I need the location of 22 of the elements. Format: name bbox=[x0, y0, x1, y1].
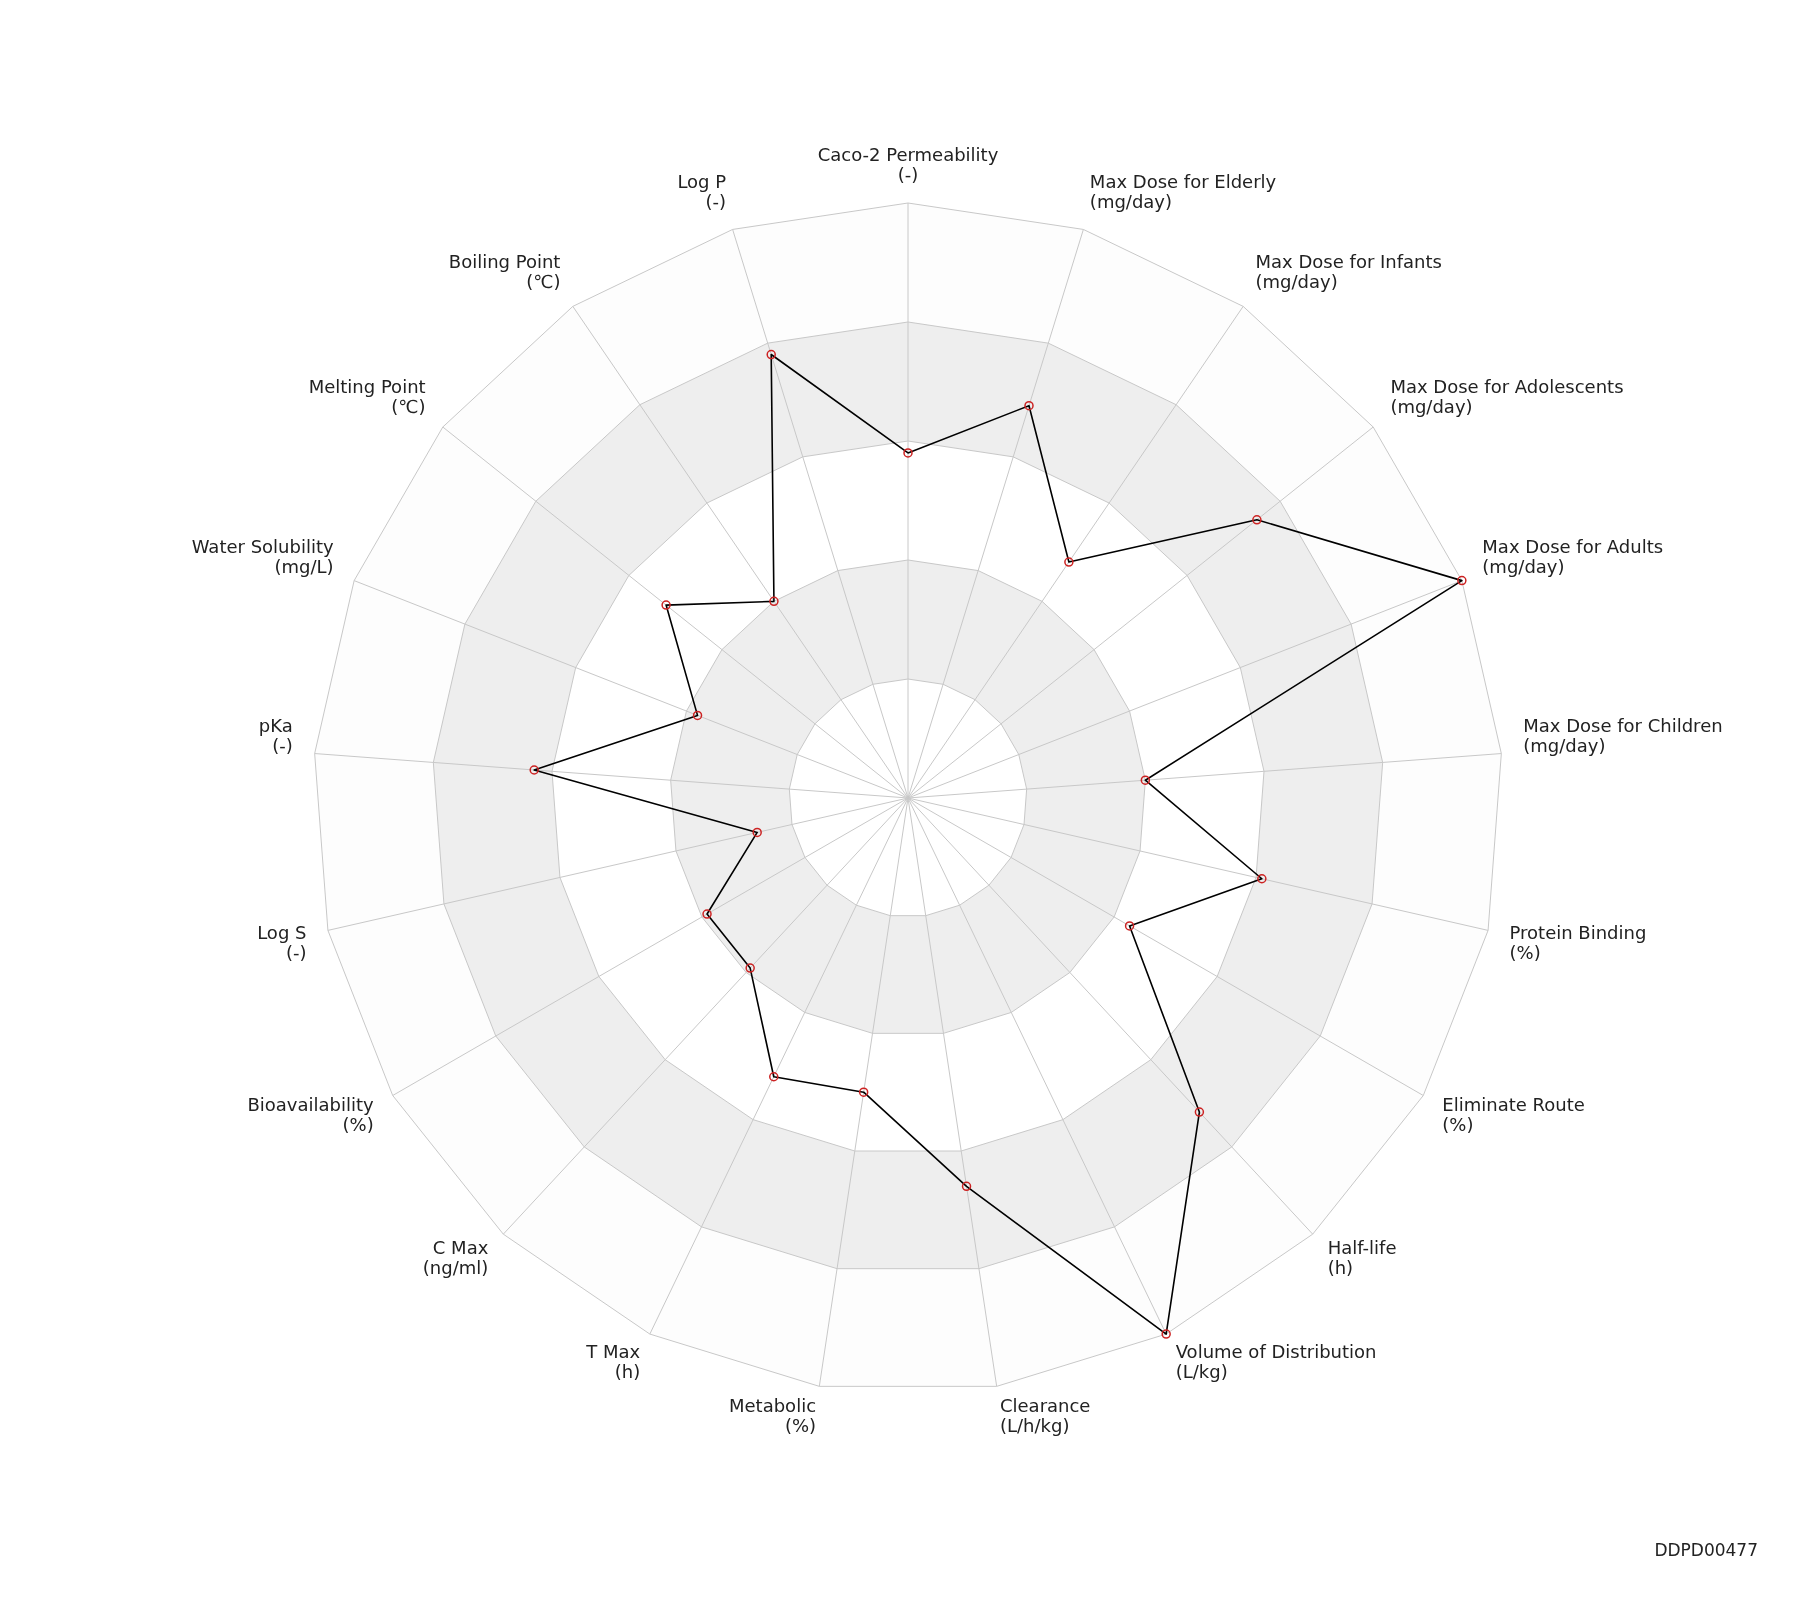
spoke-label: Max Dose for Infants (mg/day) bbox=[1255, 251, 1442, 293]
spoke-label: Log P (-) bbox=[677, 171, 727, 213]
spoke-label: Metabolic (%) bbox=[729, 1395, 817, 1437]
spoke-label: Boiling Point (℃) bbox=[448, 251, 561, 293]
spoke-label: Max Dose for Elderly (mg/day) bbox=[1089, 171, 1277, 213]
spoke-label: Protein Binding (%) bbox=[1509, 922, 1647, 964]
spoke-label: Half-life (h) bbox=[1327, 1237, 1397, 1279]
spoke-label: Water Solubility (mg/L) bbox=[191, 535, 334, 577]
spoke-label: Eliminate Route (%) bbox=[1442, 1093, 1585, 1135]
spoke-label: T Max (h) bbox=[585, 1340, 641, 1382]
spoke-label: pKa (-) bbox=[258, 714, 293, 756]
spoke-label: Caco-2 Permeability (-) bbox=[817, 144, 999, 185]
spoke-label: Max Dose for Adults (mg/day) bbox=[1482, 535, 1664, 577]
spoke-label: Bioavailability (%) bbox=[247, 1093, 375, 1135]
spoke-label: Melting Point (℃) bbox=[308, 376, 426, 418]
spoke-label: Clearance (L/h/kg) bbox=[999, 1395, 1091, 1437]
spoke-label: Volume of Distribution (L/kg) bbox=[1175, 1340, 1377, 1382]
spoke-label: Max Dose for Children (mg/day) bbox=[1523, 714, 1723, 756]
spoke-label: C Max (ng/ml) bbox=[422, 1237, 489, 1279]
spoke-label: Log S (-) bbox=[257, 922, 307, 964]
text: DDPD00477 bbox=[1654, 1540, 1758, 1560]
spoke-label: Max Dose for Adolescents (mg/day) bbox=[1390, 376, 1624, 418]
